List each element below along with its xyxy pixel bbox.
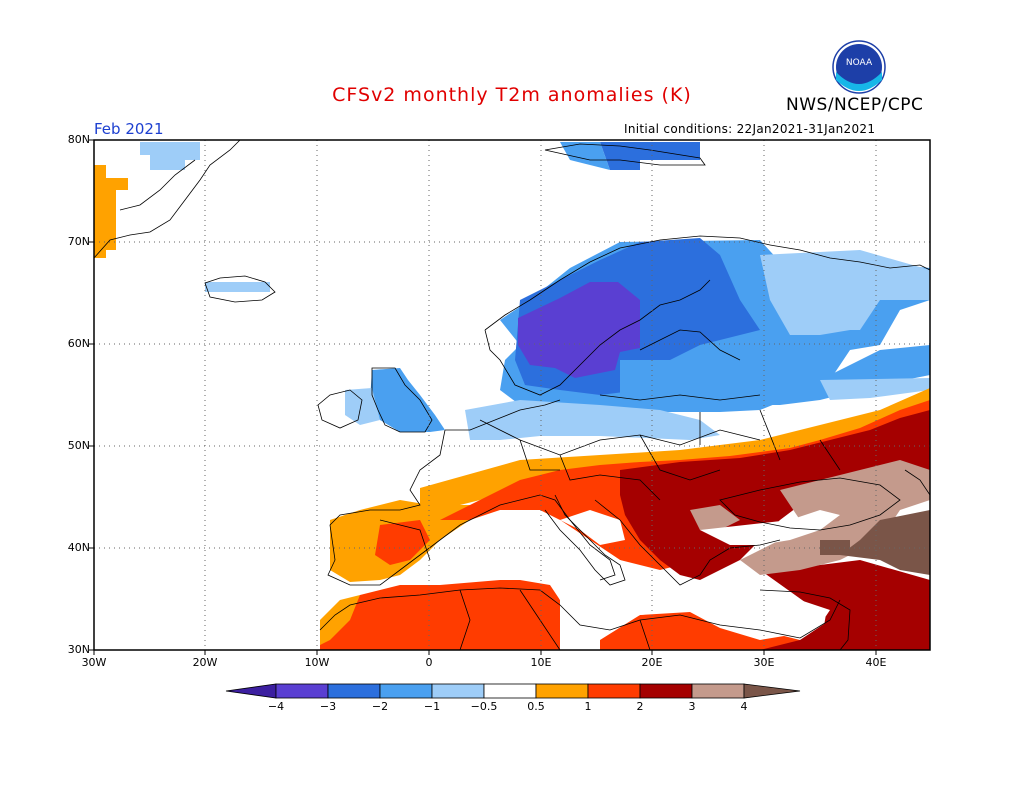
svalbard-coast <box>544 143 706 166</box>
british-isles-coast <box>371 367 433 433</box>
north-africa-warm-area <box>320 580 560 650</box>
coastlines <box>93 139 931 651</box>
greenland-cool-area <box>140 142 200 170</box>
colorbar-under-triangle <box>225 683 277 699</box>
lon-label: 30W <box>81 656 107 669</box>
colorbar-label: −1 <box>423 700 441 713</box>
lat-label: 80N <box>67 133 90 146</box>
colorbar-label: −3 <box>319 700 337 713</box>
colorbar-bin <box>535 683 589 699</box>
italy-coast <box>544 494 626 586</box>
lat-label: 50N <box>67 439 90 452</box>
graticule <box>94 140 930 650</box>
colorbar-bin <box>379 683 433 699</box>
colorbar-label: −2 <box>371 700 389 713</box>
caucasus-extreme-hot-area <box>840 510 930 575</box>
colorbar-label: −4 <box>267 700 285 713</box>
europe-west-coast <box>445 399 561 431</box>
iceland-coast <box>204 275 276 303</box>
colorbar-label: 1 <box>584 700 592 713</box>
svalbard-cool-area <box>600 142 700 170</box>
colorbar-bin <box>483 683 537 699</box>
lon-label: 10W <box>304 656 330 669</box>
lat-label: 60N <box>67 337 90 350</box>
colorbar-over-triangle <box>743 683 801 699</box>
map-frame <box>93 139 931 651</box>
turkey-levant-coast <box>759 589 851 651</box>
valid-month-label: Feb 2021 <box>94 120 164 138</box>
agency-label: NWS/NCEP/CPC <box>786 95 924 115</box>
noaa-logo-text: NOAA <box>846 58 873 68</box>
axis-ticks <box>89 139 877 655</box>
black-sea-coast <box>719 477 901 531</box>
noaa-logo-icon: NOAA <box>832 40 886 94</box>
lat-label: 40N <box>67 541 90 554</box>
greenland-warm-area <box>94 165 128 258</box>
lon-label: 0 <box>425 656 433 669</box>
colorbar-label: 4 <box>740 700 748 713</box>
mediterranean-neutral-area <box>420 510 830 640</box>
caspian-coast <box>904 469 931 496</box>
colorbar-bin <box>327 683 381 699</box>
map-title: CFSv2 monthly T2m anomalies (K) <box>332 84 692 106</box>
lat-label: 70N <box>67 235 90 248</box>
colorbar-label: 3 <box>688 700 696 713</box>
colorbar-label: −0.5 <box>470 700 498 713</box>
scandinavia-cold-core <box>518 282 640 378</box>
colorbar-label: 0.5 <box>527 700 545 713</box>
balkans-black-sea-hot-area <box>620 410 930 580</box>
north-africa-coast <box>319 587 841 639</box>
lat-label: 30N <box>67 643 90 656</box>
anomaly-fields <box>94 142 930 650</box>
lon-label: 20W <box>192 656 218 669</box>
colorbar-bin <box>431 683 485 699</box>
colorbar-bin <box>587 683 641 699</box>
country-borders <box>379 394 841 651</box>
colorbar-bin <box>639 683 693 699</box>
colorbar <box>225 683 801 699</box>
scandinavia-coast <box>484 235 771 331</box>
colorbar-label: 2 <box>636 700 644 713</box>
british-isles-cool-area <box>370 368 445 432</box>
lon-label: 40E <box>865 656 887 669</box>
lon-label: 10E <box>530 656 552 669</box>
initial-conditions-label: Initial conditions: 22Jan2021-31Jan2021 <box>624 122 876 136</box>
lon-label: 30E <box>753 656 775 669</box>
colorbar-bin <box>275 683 329 699</box>
iceland-cool-area <box>205 282 270 292</box>
colorbar-bin <box>691 683 745 699</box>
russia-north-coast <box>769 244 931 271</box>
greenland-coast <box>93 139 241 259</box>
lon-label: 20E <box>641 656 663 669</box>
balkans-coast <box>594 499 781 586</box>
